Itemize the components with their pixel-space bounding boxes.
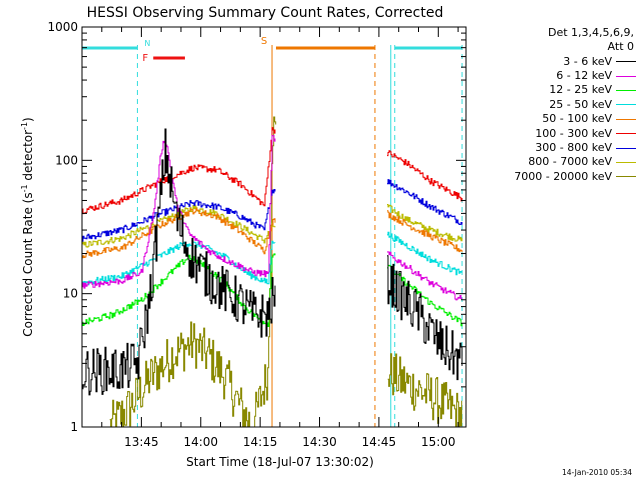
legend-entry-label: 12 - 25 keV <box>549 83 612 97</box>
legend-entry-swatch <box>616 104 636 106</box>
y-axis-title-exp1: -1 <box>20 184 29 192</box>
legend-entry-label: 50 - 100 keV <box>542 112 612 126</box>
axes: 1 10 100 1000 13:45 14:00 14:15 14:30 14:45 15:00 <box>47 20 466 449</box>
legend-entry: 6 - 12 keV <box>484 69 636 83</box>
legend-entries: 3 - 6 keV 6 - 12 keV 12 - 25 keV 25 - 50 ke… <box>484 55 636 185</box>
legend-entry-label: 300 - 800 keV <box>535 140 612 154</box>
state-label-s: S <box>261 36 267 47</box>
series-7000-20000-kev <box>109 116 463 428</box>
state-label-n: N <box>144 39 150 48</box>
legend-entry-swatch <box>616 90 636 92</box>
legend-entry-swatch <box>616 75 636 77</box>
state-label-f: F <box>142 53 148 64</box>
y-tick-label: 1 <box>70 420 78 434</box>
legend-entry: 50 - 100 keV <box>484 112 636 126</box>
legend-entry: 12 - 25 keV <box>484 83 636 97</box>
legend-entry-swatch <box>616 118 636 120</box>
x-tick-label: 14:15 <box>243 435 278 449</box>
y-tick-label: 1000 <box>47 20 78 34</box>
x-tick-label: 14:30 <box>302 435 337 449</box>
y-axis-title-exp2: -1 <box>20 122 29 130</box>
y-tick-label: 100 <box>55 153 78 167</box>
legend-entry-label: 100 - 300 keV <box>535 126 612 140</box>
y-axis-title: Corrected Count Rate (s-1 detector-1) <box>20 117 35 336</box>
legend-entry-swatch <box>616 162 636 164</box>
generation-timestamp: 14-Jan-2010 05:34 <box>561 468 632 477</box>
legend-attenuator-line: Att 0 <box>607 40 634 54</box>
legend-entry: 800 - 7000 keV <box>484 155 636 169</box>
legend-entry-swatch <box>616 176 636 178</box>
legend-entry-label: 3 - 6 keV <box>563 54 612 68</box>
legend-entry-label: 7000 - 20000 keV <box>514 169 612 183</box>
y-tick-label: 10 <box>63 287 78 301</box>
legend-entry: 300 - 800 keV <box>484 141 636 155</box>
legend-entry-swatch <box>616 133 636 135</box>
chart-title: HESSI Observing Summary Count Rates, Cor… <box>87 5 444 21</box>
legend-entry-swatch <box>616 61 636 63</box>
x-axis-title: Start Time (18-Jul-07 13:30:02) <box>186 455 374 469</box>
y-axis-title-end: ) <box>21 117 35 122</box>
legend-entry: 100 - 300 keV <box>484 127 636 141</box>
legend-detector-line: Det 1,3,4,5,6,9, <box>547 26 634 39</box>
legend-entry-label: 6 - 12 keV <box>556 69 612 83</box>
x-tick-label: 14:00 <box>183 435 218 449</box>
series-100-300-kev <box>82 127 463 215</box>
legend-entry-label: 800 - 7000 keV <box>528 155 612 169</box>
x-tick-label: 15:00 <box>421 435 456 449</box>
x-tick-label: 14:45 <box>362 435 397 449</box>
legend-entry: 25 - 50 keV <box>484 98 636 112</box>
series-3-6-kev <box>82 128 463 396</box>
legend: Det 1,3,4,5,6,9, Att 0 3 - 6 keV 6 - 12 k… <box>484 26 636 184</box>
y-axis-title-main: Corrected Count Rate (s <box>21 192 35 336</box>
legend-entry: 3 - 6 keV <box>484 55 636 69</box>
x-tick-label: 13:45 <box>124 435 159 449</box>
legend-entry-swatch <box>616 147 636 149</box>
plot-frame <box>81 26 467 428</box>
y-axis-title-mid: detector <box>21 130 35 185</box>
legend-entry-label: 25 - 50 keV <box>549 97 612 111</box>
plot-marks: NF S <box>82 36 463 428</box>
legend-entry: 7000 - 20000 keV <box>484 170 636 184</box>
